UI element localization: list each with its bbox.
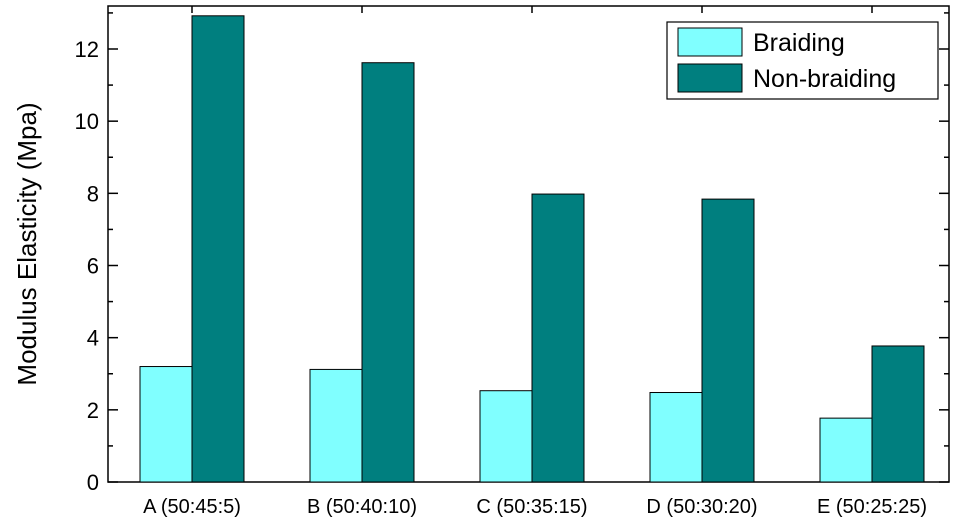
y-tick-label: 6 — [87, 254, 99, 279]
bar-non-braiding — [531, 193, 585, 483]
y-tick-label: 0 — [87, 470, 99, 495]
bar-braiding — [139, 366, 193, 483]
y-tick-label: 12 — [75, 37, 99, 62]
x-tick-label: A (50:45:5) — [143, 496, 241, 518]
legend-label-non-braiding: Non-braiding — [753, 65, 896, 93]
legend-swatch-non-braiding — [677, 63, 743, 93]
y-tick-label: 10 — [75, 109, 99, 134]
x-tick-label: D (50:30:20) — [646, 496, 757, 518]
y-tick-label: 8 — [87, 181, 99, 206]
bar-series — [139, 15, 925, 483]
y-axis-tick-labels: 0 2 4 6 8 10 12 — [75, 37, 99, 495]
bar-braiding — [649, 392, 703, 483]
legend: Braiding Non-braiding — [666, 21, 939, 100]
y-tick-label: 2 — [87, 398, 99, 423]
x-tick-label: E (50:25:25) — [817, 496, 927, 518]
legend-swatch-braiding — [677, 27, 743, 57]
y-tick-label: 4 — [87, 326, 99, 351]
bar-non-braiding — [701, 198, 755, 483]
bar-non-braiding — [361, 62, 415, 483]
legend-label-braiding: Braiding — [753, 29, 845, 57]
bar-non-braiding — [191, 15, 245, 483]
bar-non-braiding — [871, 345, 925, 483]
x-axis-tick-labels: A (50:45:5) B (50:40:10) C (50:35:15) D (50… — [143, 496, 927, 518]
bar-braiding — [819, 417, 873, 483]
x-tick-label: C (50:35:15) — [476, 496, 587, 518]
y-axis-title: Modulus Elasticity (Mpa) — [12, 102, 42, 385]
x-tick-label: B (50:40:10) — [307, 496, 417, 518]
bar-braiding — [479, 390, 533, 483]
bar-braiding — [309, 368, 363, 483]
